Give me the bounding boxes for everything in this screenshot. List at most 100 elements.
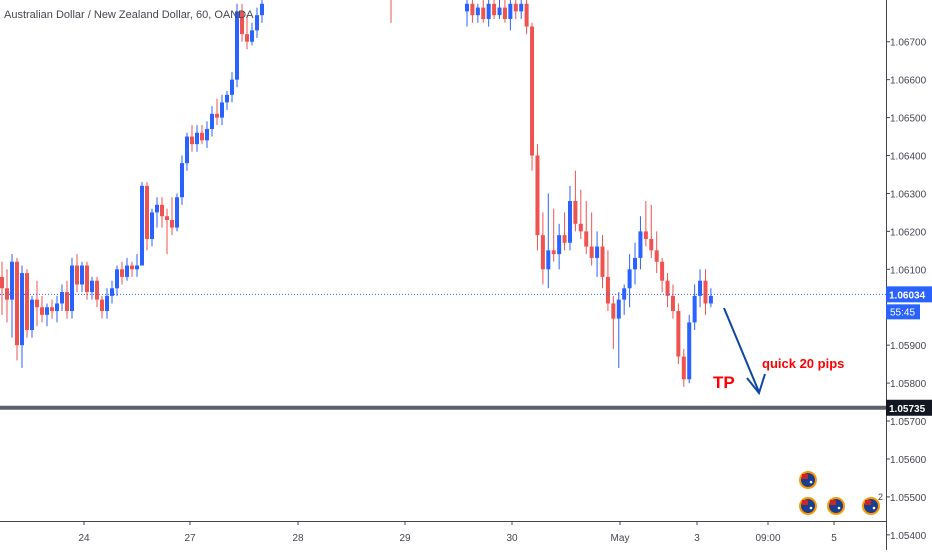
- candle: [240, 11, 244, 35]
- candle: [215, 113, 219, 118]
- y-tick-label: 1.05500: [890, 493, 927, 504]
- candle: [676, 311, 681, 357]
- candle: [175, 197, 179, 228]
- candle: [60, 292, 64, 304]
- candle: [584, 231, 589, 247]
- flag-canton: [802, 500, 808, 505]
- candle: [502, 7, 507, 19]
- candle: [573, 201, 578, 224]
- candle: [135, 265, 139, 270]
- candle: [600, 246, 605, 277]
- candle: [492, 3, 497, 16]
- y-tick-label: 1.05900: [890, 341, 927, 352]
- candle: [589, 246, 594, 258]
- candle: [115, 269, 119, 289]
- candle: [465, 3, 469, 12]
- time-axis[interactable]: [0, 521, 886, 550]
- candle: [145, 185, 149, 239]
- chart-title: Australian Dollar / New Zealand Dollar, …: [4, 9, 254, 21]
- tp-price-box: [886, 399, 932, 416]
- candle: [595, 246, 600, 258]
- y-tick-label: 1.06300: [890, 189, 927, 200]
- candle: [692, 295, 697, 323]
- candle: [260, 3, 264, 16]
- candle: [470, 3, 475, 16]
- plot-area[interactable]: [0, 0, 886, 521]
- candle: [70, 265, 74, 312]
- candle: [681, 356, 686, 380]
- candle: [475, 7, 480, 16]
- candle: [235, 11, 239, 80]
- flag-star: [809, 480, 813, 484]
- candle: [497, 7, 502, 16]
- candle: [130, 265, 134, 270]
- candle: [20, 273, 24, 346]
- candle: [160, 204, 164, 217]
- candle: [195, 132, 199, 145]
- flag-star: [837, 506, 841, 510]
- countdown-timer: 55:45: [890, 307, 915, 318]
- candle: [25, 273, 29, 330]
- candle: [180, 163, 184, 198]
- candle: [611, 303, 616, 319]
- y-tick-label: 1.06100: [890, 265, 927, 276]
- candle: [535, 155, 540, 236]
- candle: [519, 3, 524, 12]
- candle: [551, 250, 556, 255]
- candle: [250, 30, 254, 42]
- candle: [220, 102, 224, 118]
- candle: [50, 307, 54, 312]
- candle: [540, 235, 545, 270]
- projection-arrow[interactable]: [723, 307, 760, 393]
- candle: [643, 231, 648, 239]
- candle: [616, 299, 621, 319]
- candle: [486, 3, 491, 19]
- candle: [90, 280, 94, 293]
- candle: [0, 276, 4, 289]
- y-tick-label: 1.06200: [890, 227, 927, 238]
- y-tick-label: 1.06700: [890, 38, 927, 49]
- candle: [210, 113, 214, 129]
- candle: [85, 265, 89, 293]
- candle: [10, 261, 14, 300]
- x-tick-label: 24: [78, 533, 90, 544]
- candle: [633, 257, 638, 270]
- candle: [481, 7, 486, 19]
- candle: [687, 322, 692, 380]
- x-tick-label: 27: [184, 533, 196, 544]
- candle: [40, 307, 44, 315]
- candle: [110, 288, 114, 296]
- candle: [654, 250, 659, 262]
- flag-canton: [865, 500, 871, 505]
- candle: [670, 295, 675, 312]
- price-axis[interactable]: [886, 0, 932, 550]
- candle: [15, 261, 19, 346]
- current-price-box: [886, 286, 932, 303]
- x-tick-label: 09:00: [755, 533, 780, 544]
- candle: [708, 295, 713, 304]
- countdown-box: [886, 304, 920, 320]
- arrow-head-icon: [746, 373, 766, 396]
- candle: [55, 303, 59, 312]
- tp-price-value: 1.05735: [889, 404, 926, 415]
- candle: [638, 231, 643, 258]
- candle: [255, 15, 259, 31]
- candle: [627, 269, 632, 289]
- candle: [649, 238, 654, 251]
- candle: [698, 280, 703, 296]
- tp-label: TP: [713, 373, 735, 392]
- current-price-value: 1.06034: [889, 290, 926, 301]
- candle: [605, 276, 610, 304]
- x-tick-label: 3: [694, 533, 700, 544]
- flag-canton: [802, 474, 808, 479]
- candle: [95, 280, 99, 300]
- candle: [557, 235, 562, 255]
- candle: [508, 3, 513, 19]
- candle: [665, 280, 670, 296]
- candle: [150, 212, 154, 239]
- candle: [578, 223, 583, 232]
- candle: [524, 3, 529, 27]
- candle: [546, 250, 551, 270]
